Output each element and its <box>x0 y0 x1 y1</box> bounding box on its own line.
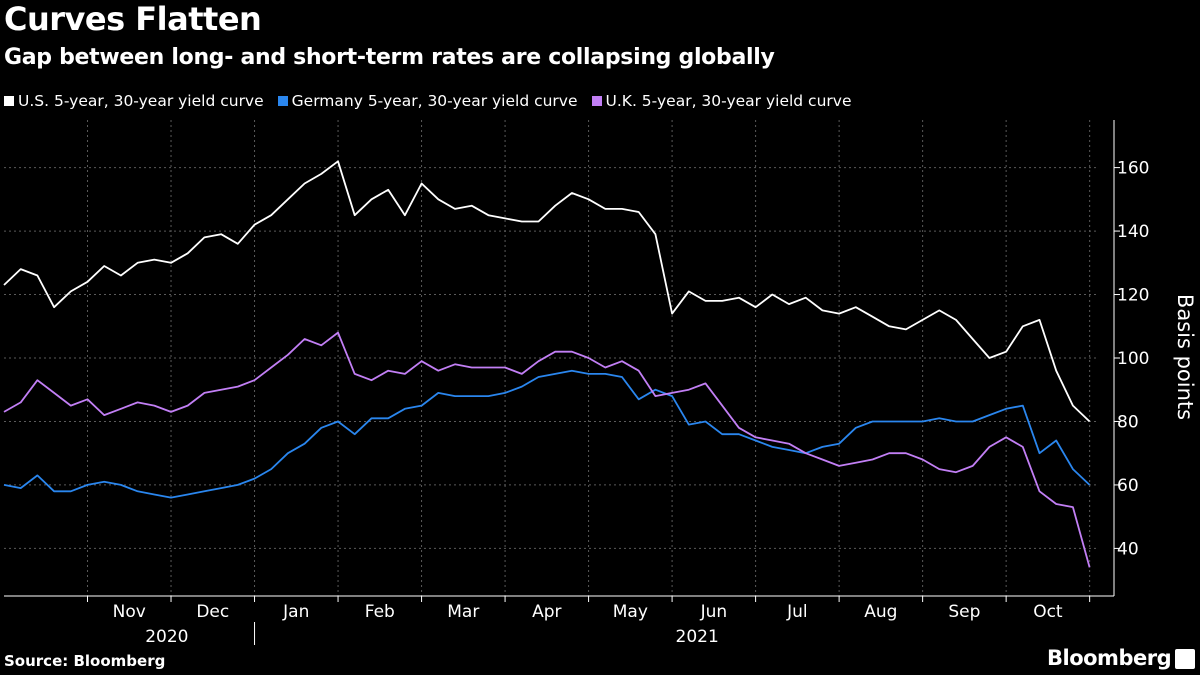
legend: U.S. 5-year, 30-year yield curve Germany… <box>4 92 852 110</box>
legend-label-us: U.S. 5-year, 30-year yield curve <box>18 92 264 110</box>
y-tick-label-100: 100 <box>1117 349 1149 369</box>
axis-labels: 40 60 80 100 120 140 160 Nov Dec Jan Feb Mar Apr May J… <box>113 159 1197 647</box>
y-tick-label-120: 120 <box>1117 286 1149 306</box>
legend-swatch-uk <box>591 96 602 106</box>
series-line-germany <box>3 369 1091 499</box>
legend-label-germany: Germany 5-year, 30-year yield curve <box>291 92 578 110</box>
x-tick-label-mar: Mar <box>447 602 479 622</box>
series-line-us <box>3 160 1091 423</box>
x-tick-label-dec: Dec <box>196 602 229 622</box>
series-lines <box>3 160 1091 568</box>
bloomberg-icon <box>1175 649 1195 669</box>
legend-label-uk: U.K. 5-year, 30-year yield curve <box>605 92 852 110</box>
legend-swatch-germany <box>277 96 288 106</box>
legend-item-germany: Germany 5-year, 30-year yield curve <box>277 92 578 110</box>
gridlines <box>4 120 1098 596</box>
chart-title: Curves Flatten <box>4 0 262 38</box>
x-tick-label-oct: Oct <box>1033 602 1063 622</box>
y-axis-title: Basis points <box>1173 294 1197 420</box>
y-tick-label-160: 160 <box>1117 159 1149 179</box>
legend-swatch-us <box>4 96 14 106</box>
x-tick-label-jun: Jun <box>700 602 728 622</box>
x-tick-label-jan: Jan <box>282 602 309 622</box>
x-year-label-2021: 2021 <box>676 627 719 647</box>
x-tick-label-nov: Nov <box>113 602 146 622</box>
y-tick-label-60: 60 <box>1117 476 1139 496</box>
source-note: Source: Bloomberg <box>4 652 166 670</box>
x-tick-label-apr: Apr <box>532 602 561 622</box>
x-year-label-2020: 2020 <box>145 627 188 647</box>
legend-item-uk: U.K. 5-year, 30-year yield curve <box>591 92 852 110</box>
series-line-uk <box>3 331 1091 568</box>
legend-item-us: U.S. 5-year, 30-year yield curve <box>4 92 264 110</box>
x-tick-label-may: May <box>613 602 648 622</box>
brand-logo-text: Bloomberg <box>1047 646 1172 670</box>
y-tick-label-40: 40 <box>1117 539 1139 559</box>
axes <box>4 120 1120 645</box>
x-tick-label-sep: Sep <box>948 602 980 622</box>
x-tick-label-jul: Jul <box>786 602 808 622</box>
y-tick-label-80: 80 <box>1117 412 1139 432</box>
y-tick-label-140: 140 <box>1117 222 1149 242</box>
x-tick-label-feb: Feb <box>365 602 395 622</box>
chart-subtitle: Gap between long- and short-term rates a… <box>4 45 775 70</box>
x-tick-label-aug: Aug <box>864 602 897 622</box>
